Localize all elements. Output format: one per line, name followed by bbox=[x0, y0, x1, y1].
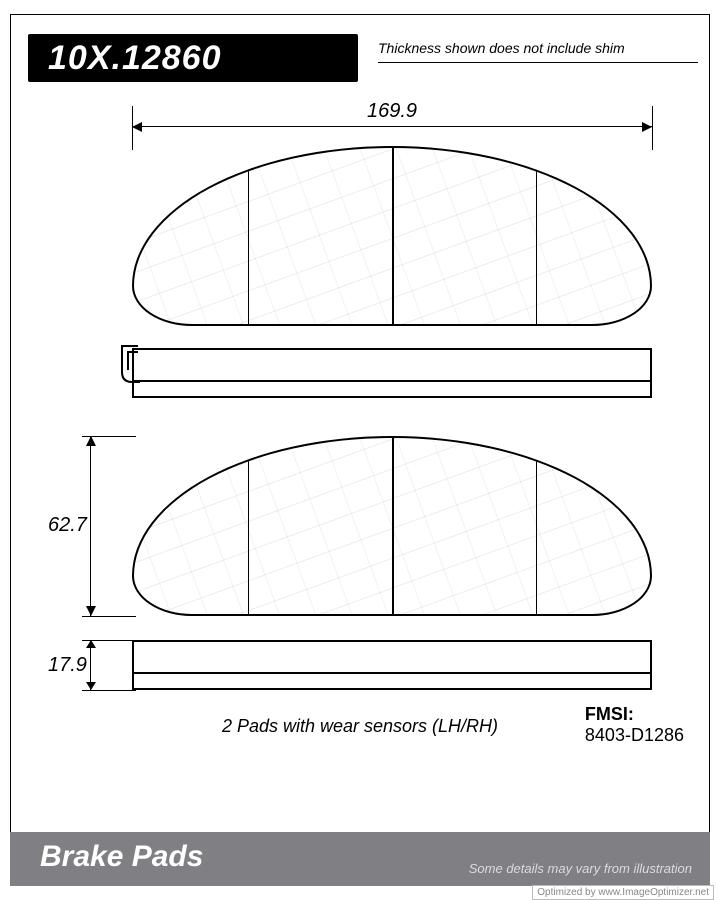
footer-bar: Brake Pads Some details may vary from il… bbox=[10, 832, 710, 886]
pad-groove bbox=[248, 148, 249, 324]
diagram-area: 169.9 62.7 17.9 2 Pads with wear bbox=[12, 86, 708, 806]
fmsi-code: 8403-D1286 bbox=[585, 725, 684, 746]
dimension-line bbox=[90, 436, 91, 616]
ext-line bbox=[82, 690, 136, 691]
pad-center-line bbox=[392, 438, 394, 614]
footer-disclaimer: Some details may vary from illustration bbox=[469, 861, 692, 876]
dimension-width: 169.9 bbox=[132, 104, 652, 140]
fmsi-block: FMSI: 8403-D1286 bbox=[585, 704, 684, 746]
dimension-height-value: 62.7 bbox=[48, 514, 87, 537]
wear-sensor-clip-icon bbox=[116, 342, 146, 388]
pad-groove bbox=[536, 148, 537, 324]
brake-pad-edge-bottom bbox=[132, 640, 652, 690]
brake-pad-face-bottom bbox=[132, 436, 652, 616]
optimizer-watermark: Optimized by www.ImageOptimizer.net bbox=[532, 885, 714, 900]
fmsi-label: FMSI: bbox=[585, 704, 684, 725]
part-number-badge: 10X.12860 bbox=[28, 34, 358, 82]
pad-groove bbox=[248, 438, 249, 614]
ext-line bbox=[82, 616, 136, 617]
dimension-line bbox=[90, 640, 91, 690]
dimension-height: 62.7 bbox=[62, 436, 128, 616]
pad-center-line bbox=[392, 148, 394, 324]
brake-pad-edge-top bbox=[132, 348, 652, 398]
dimension-width-value: 169.9 bbox=[132, 100, 652, 123]
dimension-thickness: 17.9 bbox=[62, 640, 128, 690]
dimension-thickness-value: 17.9 bbox=[48, 654, 87, 677]
part-number: 10X.12860 bbox=[28, 34, 358, 82]
thickness-note: Thickness shown does not include shim bbox=[378, 40, 698, 56]
backing-plate-line bbox=[134, 380, 650, 398]
backing-plate-line bbox=[134, 672, 650, 690]
pad-groove bbox=[536, 438, 537, 614]
brake-pad-face-top bbox=[132, 146, 652, 326]
dimension-line bbox=[132, 126, 652, 127]
footer-title: Brake Pads bbox=[40, 840, 203, 874]
ext-line bbox=[652, 106, 653, 150]
header-note-block: Thickness shown does not include shim bbox=[378, 40, 698, 63]
